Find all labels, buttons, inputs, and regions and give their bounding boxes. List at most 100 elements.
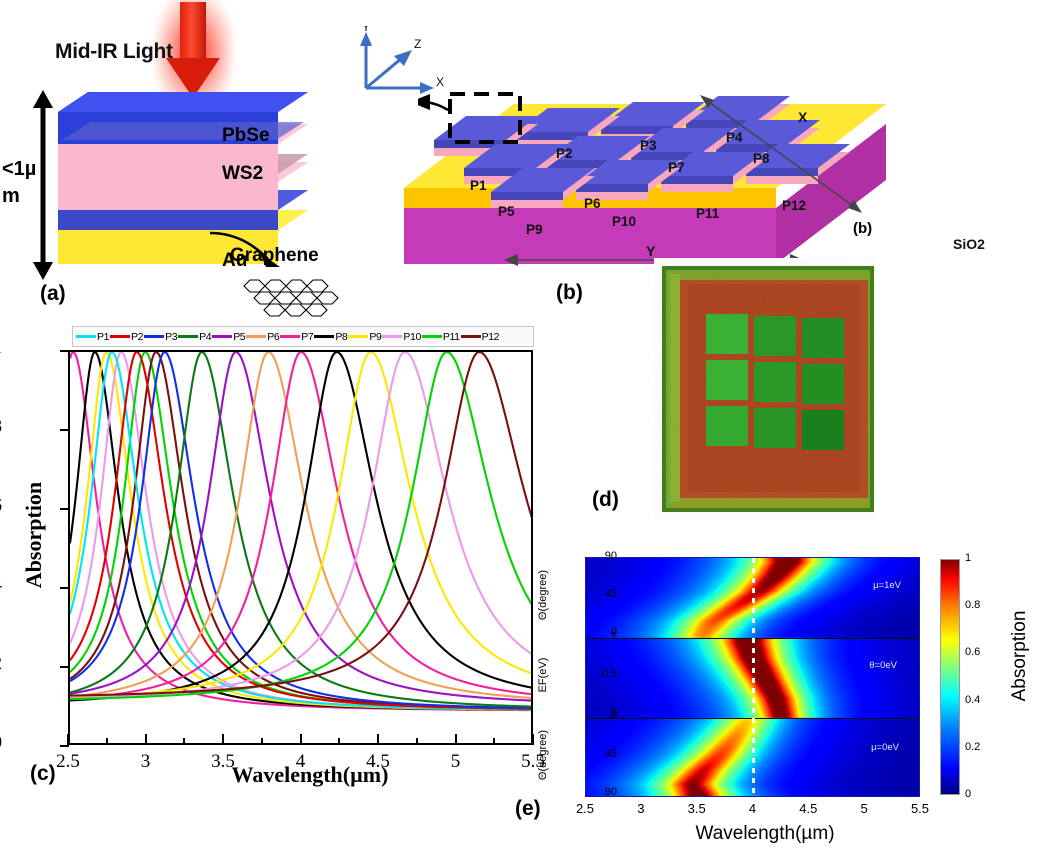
- svg-text:Y: Y: [362, 26, 370, 34]
- pixel-P3: [601, 102, 705, 142]
- y-tick-0-8: 0.8: [0, 416, 2, 438]
- y-tick-mark: [60, 587, 69, 589]
- y-tick-0-6: 0.6: [0, 495, 2, 517]
- heatmap-y-tick-1-0: 1: [610, 630, 617, 642]
- legend-item-p5[interactable]: P5: [212, 331, 246, 343]
- x-tick-mark: [532, 734, 534, 745]
- heatmap-x-tick-3-5: 3.5: [687, 801, 706, 816]
- legend-item-p10[interactable]: P10: [382, 331, 421, 343]
- y-tick-mark: [60, 666, 69, 668]
- pixel-P1: [434, 116, 538, 156]
- pixel-label-P1: P1: [470, 178, 487, 193]
- heatmap-x-tick-2-5: 2.5: [575, 801, 595, 816]
- pixel-P10: [576, 160, 680, 200]
- x-tick-mark: [144, 734, 147, 745]
- x-tick-4: 4: [295, 751, 306, 772]
- legend-label-p8: P8: [335, 330, 348, 343]
- ir-beam-arrow-shaft: [180, 2, 206, 64]
- panel-d-tag: (d): [592, 488, 619, 511]
- curve-p11: [70, 352, 531, 701]
- heatmap-x-tick-3: 3: [637, 801, 645, 816]
- x-tick-2-5: 2.5: [56, 751, 80, 772]
- heatmap-plot-area: µ=1eV θ=0eV µ=0eV: [585, 557, 920, 797]
- legend-item-p7[interactable]: P7: [280, 331, 314, 343]
- pixel-label-P2: P2: [556, 146, 573, 161]
- legend-swatch-p10: [382, 335, 403, 338]
- colorbar: [940, 559, 960, 795]
- legend-item-p9[interactable]: P9: [348, 331, 382, 343]
- heatmap-note-middle: θ=0eV: [869, 660, 897, 671]
- legend-item-p11[interactable]: P11: [421, 330, 461, 343]
- pixel-label-P4: P4: [726, 130, 743, 145]
- x-tick-3-5: 3.5: [211, 751, 235, 772]
- x-axis-title: Wavelength(µm): [231, 762, 389, 787]
- y-tick-mark: [60, 429, 69, 431]
- panel-e-tag: (e): [515, 797, 541, 820]
- ir-beam-arrow-head: [166, 58, 220, 98]
- curve-p6: [70, 352, 531, 700]
- pixel-label-P6: P6: [584, 196, 601, 211]
- y-tick-mark: [60, 745, 69, 747]
- heatmap-note-top: µ=1eV: [873, 580, 901, 591]
- heatmap-y-tick-1-2: 0: [610, 706, 617, 718]
- x-tick-mark: [338, 738, 341, 745]
- thickness-arrow: [33, 90, 53, 280]
- legend-label-p12: P12: [481, 330, 500, 343]
- colorbar-tick-1: 1: [965, 552, 972, 564]
- layer-label-ws2: WS2: [222, 163, 264, 184]
- legend-item-p2[interactable]: P2: [110, 331, 144, 343]
- y-tick-1: 1: [0, 337, 2, 359]
- legend-item-p3[interactable]: P3: [144, 331, 178, 343]
- legend-swatch-p6: [246, 335, 267, 338]
- coordinate-axes-icon: Y Z X: [360, 26, 444, 94]
- legend-label-p11: P11: [442, 330, 460, 343]
- chart-legend[interactable]: P1 P2 P3 P4 P5 P6 P7 P8 P9 P10 P11 P12: [72, 326, 534, 347]
- x-tick-mark: [260, 738, 263, 745]
- layer-label-pbse: PbSe: [222, 125, 270, 146]
- panel-b-tag: (b): [556, 281, 583, 304]
- y-tick-mark: [60, 350, 69, 352]
- legend-label-p1: P1: [97, 330, 110, 343]
- legend-label-p2: P2: [131, 330, 144, 343]
- layer-label-au: Au: [222, 250, 248, 271]
- x-tick-5: 5: [450, 751, 461, 772]
- curve-p4: [70, 352, 531, 708]
- legend-label-p3: P3: [165, 330, 178, 343]
- legend-swatch-p3: [144, 335, 165, 338]
- legend-item-p1[interactable]: P1: [76, 331, 110, 343]
- x-tick-mark: [493, 738, 496, 745]
- svg-text:X: X: [798, 109, 808, 125]
- svg-text:Z: Z: [414, 37, 421, 51]
- curve-p2: [70, 352, 531, 710]
- heatmap-y-tick-1-1: 0.5: [601, 668, 617, 680]
- svg-text:Y: Y: [646, 243, 656, 259]
- colorbar-tick-0: 0: [965, 788, 972, 800]
- x-tick-mark: [67, 734, 69, 745]
- legend-item-p12[interactable]: P12: [460, 330, 500, 343]
- colorbar-tick-0-6: 0.6: [965, 646, 981, 659]
- curve-p7: [70, 352, 531, 700]
- colorbar-title: Absorption: [1009, 610, 1030, 702]
- graphene-label: Graphene: [230, 245, 319, 266]
- x-tick-5-5: 5.5: [521, 751, 545, 772]
- curve-p5: [70, 352, 531, 702]
- heatmap-x-tick-5: 5: [860, 801, 868, 816]
- legend-label-p4: P4: [199, 330, 212, 343]
- pixel-P9: [491, 168, 595, 208]
- curve-p3: [70, 352, 531, 710]
- legend-item-p4[interactable]: P4: [178, 331, 212, 343]
- legend-item-p6[interactable]: P6: [246, 331, 280, 343]
- x-tick-mark: [222, 734, 224, 745]
- x-tick-3: 3: [140, 751, 151, 772]
- panel-b-inner-tag: (b): [853, 220, 873, 237]
- thickness-label-top: <1µ: [2, 158, 37, 180]
- p1-selection-callout: [418, 92, 522, 144]
- heatmap-x-tick-4: 4: [748, 801, 757, 816]
- legend-item-p8[interactable]: P8: [314, 331, 348, 343]
- heatmap-y-tick-0-1: 45: [604, 588, 617, 600]
- y-tick-0-2: 0.2: [0, 653, 2, 675]
- curve-p10: [70, 352, 531, 700]
- thickness-label-bottom: m: [2, 185, 20, 207]
- curve-p8: [70, 352, 531, 702]
- legend-swatch-p12: [460, 335, 481, 338]
